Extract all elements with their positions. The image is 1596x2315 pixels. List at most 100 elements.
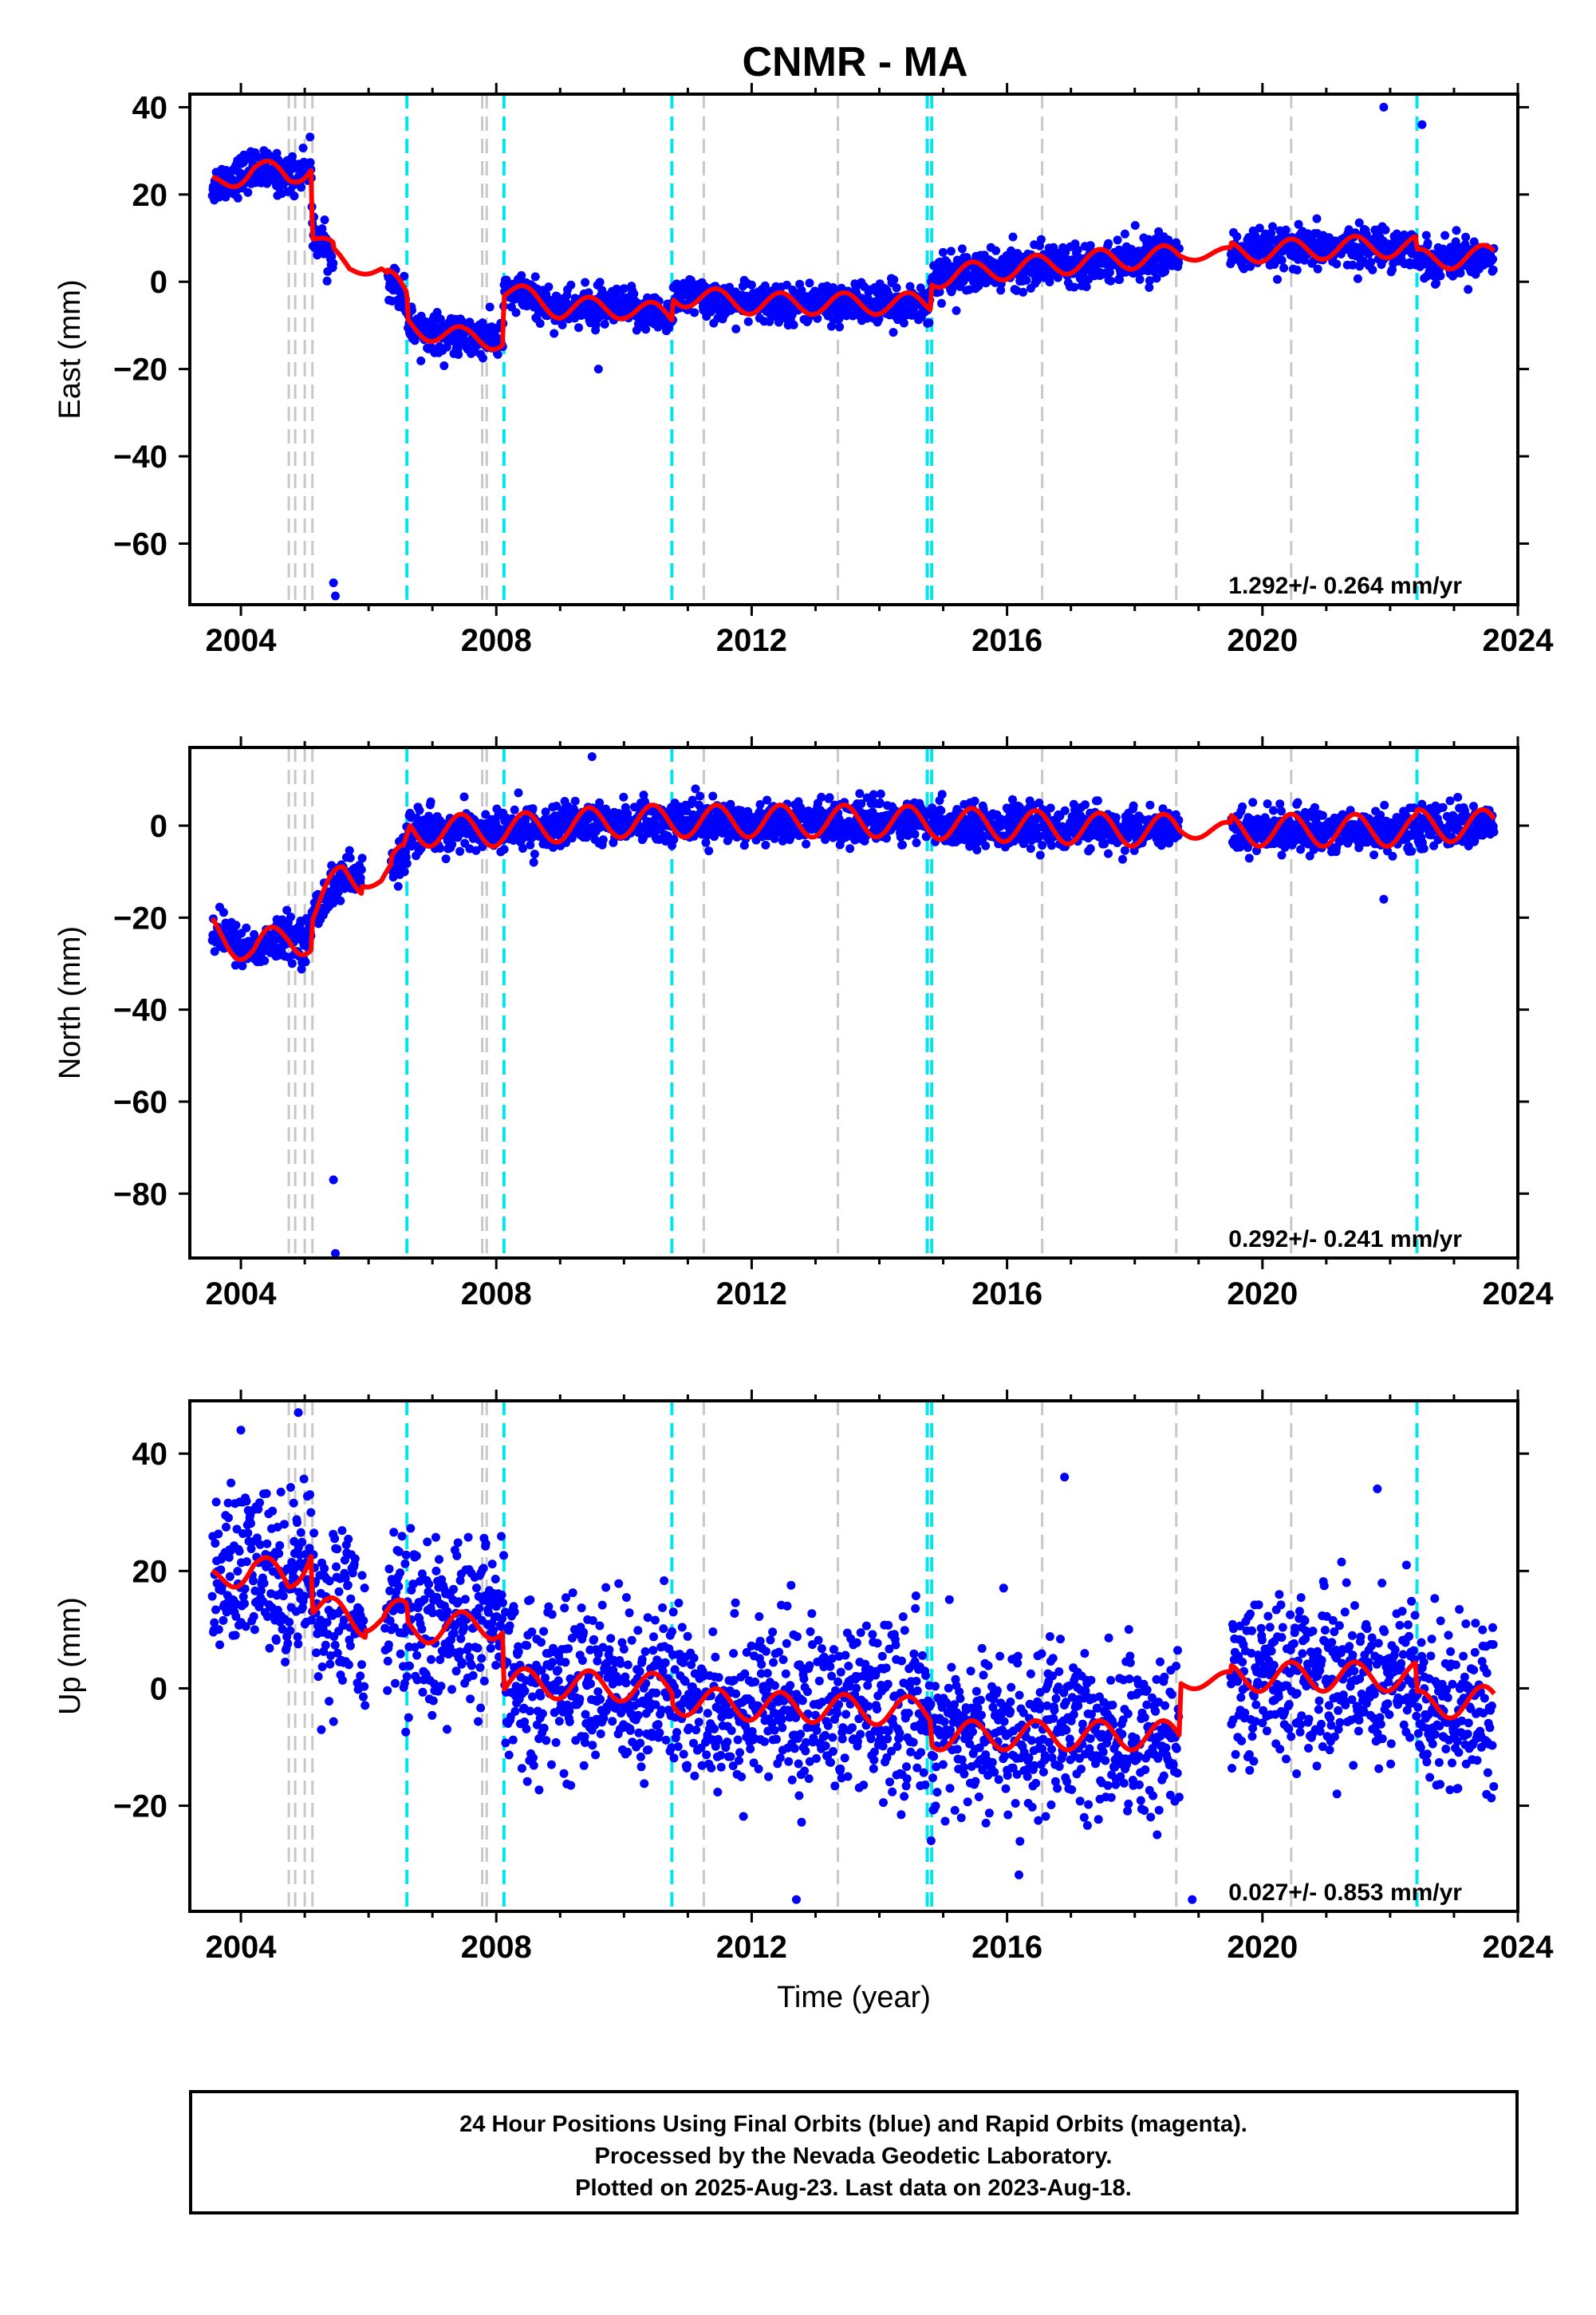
position-point bbox=[690, 308, 699, 317]
outlier-point bbox=[329, 578, 338, 588]
position-point bbox=[910, 830, 920, 839]
position-point bbox=[402, 858, 412, 868]
position-point bbox=[829, 283, 838, 292]
position-point bbox=[514, 788, 523, 798]
position-point bbox=[899, 318, 908, 328]
position-point bbox=[529, 858, 538, 867]
position-point bbox=[1421, 231, 1431, 240]
position-point bbox=[1049, 243, 1058, 252]
position-point bbox=[1269, 806, 1278, 815]
position-point bbox=[1436, 271, 1445, 281]
position-point bbox=[400, 271, 409, 281]
position-point bbox=[288, 152, 297, 161]
position-point bbox=[493, 349, 502, 359]
x-tick-label: 2004 bbox=[206, 1276, 278, 1311]
position-point bbox=[1114, 245, 1124, 254]
position-point bbox=[1380, 800, 1389, 810]
position-point bbox=[210, 947, 219, 956]
position-point bbox=[1419, 844, 1429, 854]
position-point bbox=[957, 244, 967, 254]
position-point bbox=[1313, 264, 1322, 274]
position-point bbox=[1244, 854, 1254, 863]
outlier-point bbox=[587, 752, 597, 762]
daily-position-points bbox=[207, 102, 1499, 601]
position-point bbox=[743, 317, 753, 326]
position-point bbox=[595, 278, 605, 287]
position-point bbox=[459, 792, 469, 802]
position-point bbox=[566, 280, 576, 290]
position-point bbox=[231, 960, 240, 970]
position-point bbox=[825, 793, 834, 803]
position-point bbox=[835, 322, 845, 332]
position-point bbox=[1366, 258, 1376, 267]
position-point bbox=[817, 792, 826, 802]
position-point bbox=[1318, 810, 1327, 820]
position-point bbox=[260, 956, 270, 965]
position-point bbox=[1045, 278, 1054, 286]
position-point bbox=[357, 865, 366, 874]
position-point bbox=[510, 805, 519, 814]
position-point bbox=[581, 278, 590, 287]
position-point bbox=[481, 810, 491, 819]
position-point bbox=[937, 298, 946, 308]
position-point bbox=[763, 795, 772, 805]
chart-title: CNMR - MA bbox=[742, 39, 967, 85]
position-point bbox=[1469, 802, 1478, 811]
position-point bbox=[797, 286, 806, 295]
model-fit-line bbox=[211, 158, 1496, 352]
position-point bbox=[981, 841, 991, 850]
position-point bbox=[1407, 846, 1417, 856]
position-point bbox=[544, 282, 554, 292]
position-point bbox=[221, 192, 231, 202]
position-point bbox=[517, 270, 526, 280]
position-point bbox=[1111, 813, 1121, 822]
position-point bbox=[760, 281, 770, 290]
position-point bbox=[286, 913, 295, 921]
position-point bbox=[855, 789, 865, 799]
position-point bbox=[1093, 796, 1102, 806]
position-point bbox=[1104, 239, 1113, 248]
position-point bbox=[272, 148, 282, 158]
position-point bbox=[435, 314, 445, 324]
outlier-point bbox=[1379, 894, 1389, 904]
position-point bbox=[1381, 225, 1390, 235]
position-point bbox=[549, 842, 558, 852]
position-point bbox=[691, 784, 700, 794]
outlier-point bbox=[1379, 102, 1389, 112]
position-point bbox=[1277, 255, 1287, 265]
position-point bbox=[1130, 221, 1140, 231]
plot-area bbox=[207, 94, 1499, 605]
position-point bbox=[415, 806, 424, 815]
position-point bbox=[297, 964, 306, 974]
position-point bbox=[322, 276, 332, 286]
position-point bbox=[1275, 799, 1285, 809]
position-point bbox=[1281, 225, 1291, 235]
position-point bbox=[619, 792, 629, 802]
position-point bbox=[1292, 266, 1302, 274]
position-point bbox=[1354, 218, 1364, 227]
position-point bbox=[1026, 844, 1035, 854]
position-point bbox=[219, 908, 228, 917]
position-point bbox=[1277, 850, 1287, 860]
position-point bbox=[1086, 241, 1095, 250]
position-point bbox=[298, 144, 308, 152]
x-tick-label: 2016 bbox=[971, 1276, 1042, 1311]
position-point bbox=[574, 323, 583, 333]
outlier-point bbox=[593, 365, 603, 374]
position-point bbox=[629, 289, 639, 298]
position-point bbox=[558, 320, 567, 329]
position-point bbox=[233, 193, 242, 203]
x-tick-label: 2020 bbox=[1227, 1276, 1298, 1311]
position-point bbox=[1019, 287, 1028, 297]
position-point bbox=[696, 791, 705, 801]
position-point bbox=[1267, 228, 1276, 238]
position-point bbox=[708, 791, 718, 801]
position-point bbox=[1105, 267, 1114, 277]
position-point bbox=[400, 867, 409, 877]
position-point bbox=[511, 308, 521, 317]
position-point bbox=[889, 328, 898, 337]
position-point bbox=[802, 839, 811, 849]
position-point bbox=[1464, 285, 1473, 294]
position-point bbox=[1488, 254, 1498, 264]
